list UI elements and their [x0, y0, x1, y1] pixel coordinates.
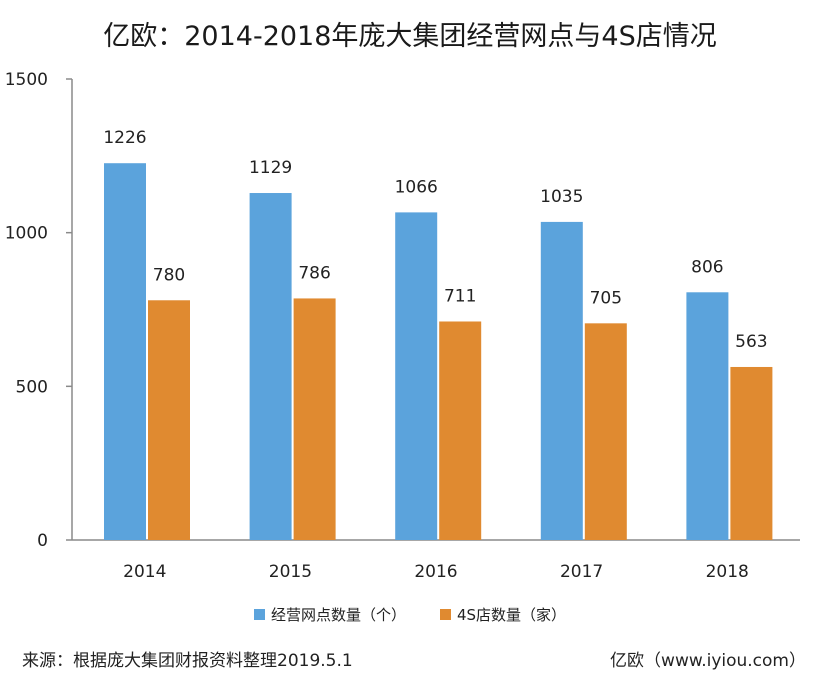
legend: 经营网点数量（个） 4S店数量（家）	[0, 604, 820, 625]
x-tick-label: 2015	[269, 562, 312, 582]
data-label-series-1: 806	[691, 257, 723, 277]
bar-series-2	[439, 321, 482, 540]
bar-series-2	[148, 300, 190, 540]
bar-series-1	[395, 212, 438, 540]
data-label-series-1: 1129	[249, 158, 292, 178]
bar-series-1	[104, 163, 146, 540]
legend-label-series-2: 4S店数量（家）	[456, 606, 567, 624]
legend-label-series-1: 经营网点数量（个）	[270, 606, 406, 624]
y-tick-label: 0	[37, 531, 48, 551]
data-label-series-1: 1035	[540, 187, 583, 207]
legend-swatch-series-2	[439, 609, 451, 620]
data-label-series-2: 705	[590, 288, 622, 308]
brand-credit: 亿欧（www.iyiou.com）	[610, 651, 806, 671]
source-note: 来源：根据庞大集团财报资料整理2019.5.1	[22, 651, 353, 671]
bar-series-1	[686, 292, 729, 540]
y-tick-label: 1500	[5, 70, 48, 90]
x-tick-label: 2014	[123, 562, 166, 582]
legend-swatch-series-1	[253, 609, 265, 620]
bar-series-2	[293, 298, 336, 540]
data-label-series-2: 780	[153, 265, 185, 285]
bar-series-2	[584, 323, 627, 540]
data-label-series-1: 1226	[103, 128, 146, 148]
bar-chart: 0 500 1000 1500 1226 780 2014 1129 786 2015 1066 71…	[5, 70, 800, 582]
data-label-series-1: 1066	[395, 177, 438, 197]
data-label-series-2: 563	[735, 332, 767, 352]
legend-item-series-2: 4S店数量（家）	[439, 604, 567, 625]
data-label-series-2: 786	[298, 263, 330, 283]
y-tick-label: 500	[16, 377, 48, 397]
bar-series-1	[540, 221, 583, 540]
bar-series-2	[730, 366, 773, 540]
x-tick-label: 2016	[414, 562, 457, 582]
chart-title: 亿欧：2014-2018年庞大集团经营网点与4S店情况	[103, 21, 717, 52]
y-tick-label: 1000	[5, 224, 48, 244]
bar-series-1	[249, 193, 292, 540]
x-tick-label: 2017	[560, 562, 603, 582]
data-label-series-2: 711	[444, 286, 476, 306]
x-tick-label: 2018	[706, 562, 749, 582]
legend-item-series-1: 经营网点数量（个）	[253, 604, 406, 625]
